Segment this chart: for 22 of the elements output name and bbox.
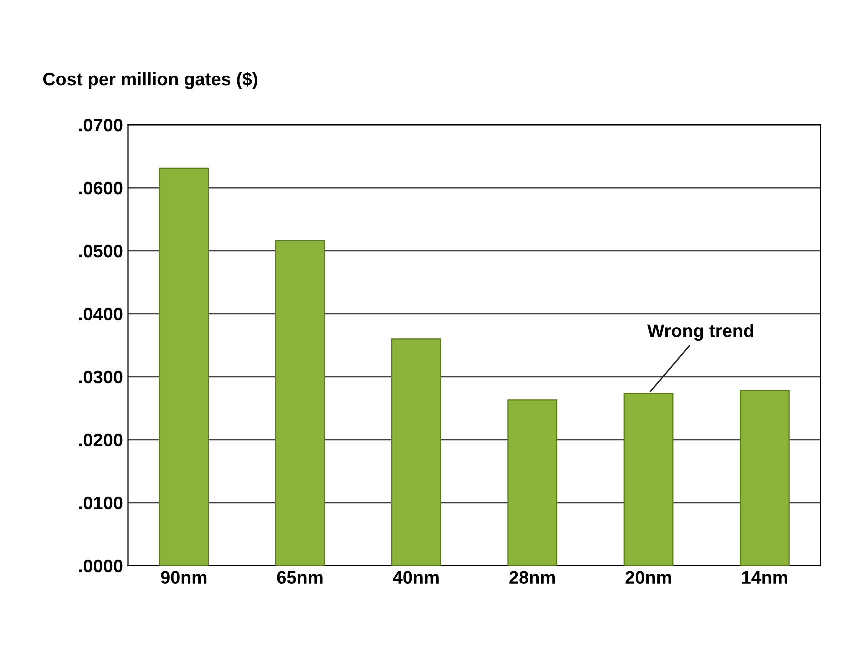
bar [624, 393, 674, 566]
x-tick-label: 65nm [277, 571, 323, 584]
y-tick-label: .0600 [79, 182, 123, 195]
x-tick-label: 20nm [626, 571, 672, 584]
bar [159, 168, 210, 566]
y-tick-label: .0300 [79, 370, 123, 384]
y-tick-label: .0700 [79, 118, 123, 132]
y-tick-label: .0500 [79, 244, 123, 258]
y-tick-label: .0000 [79, 560, 123, 573]
x-tick-label: 40nm [393, 571, 439, 584]
y-axis-title: Cost per million gates ($) [43, 72, 258, 90]
x-tick-label: 90nm [161, 571, 207, 584]
y-tick-label: .0100 [79, 496, 123, 510]
annotation: Wrong trend [648, 324, 754, 342]
bar [740, 390, 790, 566]
bar [508, 400, 558, 566]
x-tick-label: 28nm [510, 571, 556, 584]
x-tick-label: 14nm [742, 571, 788, 584]
y-tick-label: .0400 [79, 308, 123, 321]
bar [391, 338, 442, 566]
bar [275, 240, 326, 566]
y-tick-label: .0200 [79, 434, 123, 447]
